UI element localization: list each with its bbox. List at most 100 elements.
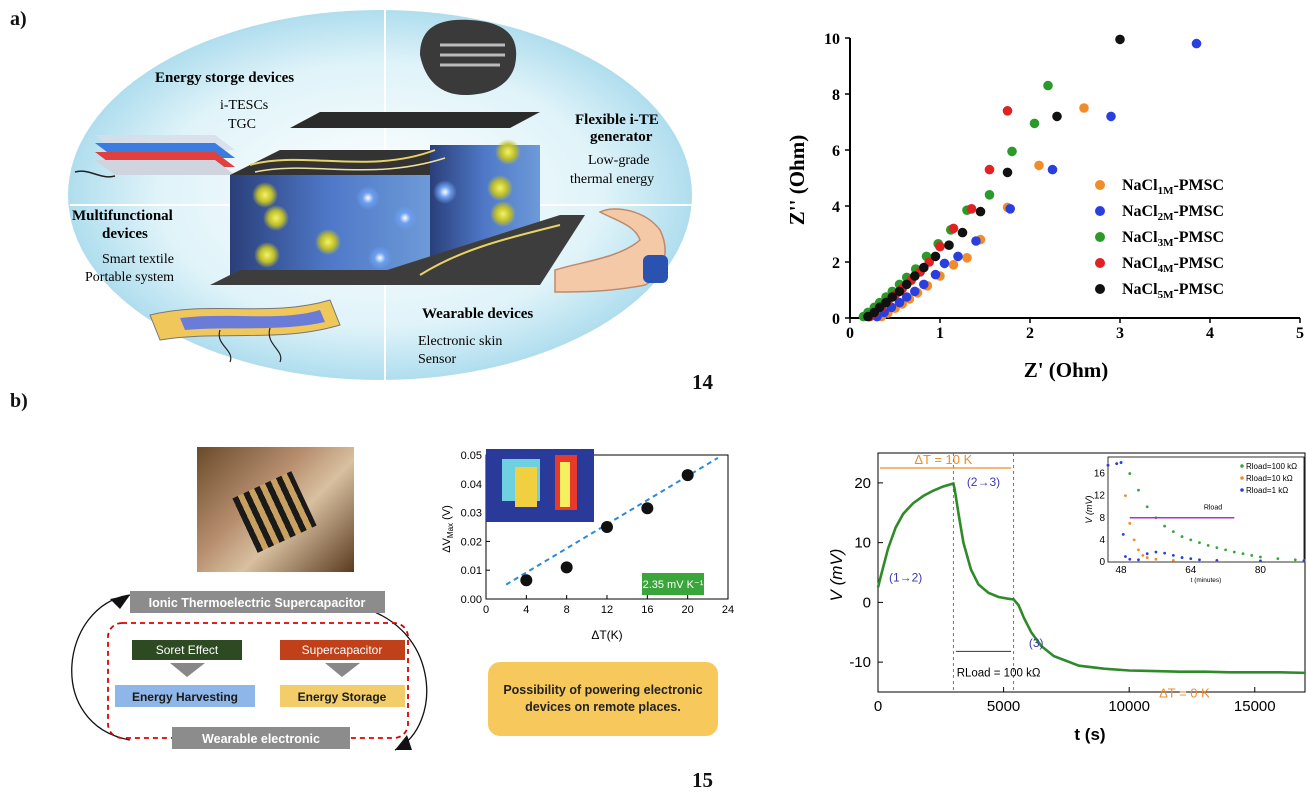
inset-point [1215, 546, 1219, 550]
vt-y-tick-label: 0 [863, 594, 871, 611]
dvt-x-tick-label: 4 [523, 604, 529, 616]
vt-y-tick-label: 10 [854, 535, 871, 552]
inset-frame [1107, 456, 1305, 563]
inset-point [1115, 462, 1119, 466]
nyquist-point [919, 279, 929, 290]
cycle-arrow-left [71, 594, 131, 741]
inset-y-tick-label: 4 [1099, 535, 1105, 546]
nyquist-point [1106, 111, 1116, 122]
nyquist-point [984, 190, 995, 200]
nyquist-y-tick-label: 2 [832, 255, 840, 272]
dvt-y-tick-label: 0.04 [461, 479, 482, 491]
inset-legend-marker [1240, 464, 1244, 468]
inset-point [1206, 544, 1210, 547]
nyquist-xlabel: Z' (Ohm) [1024, 358, 1109, 382]
nyquist-legend-marker [1095, 232, 1105, 242]
inset-point [1128, 521, 1132, 525]
inset-point [1171, 553, 1175, 557]
nyquist-x-tick-label: 4 [1206, 325, 1214, 342]
slope-badge [642, 573, 704, 595]
nyquist-point [919, 262, 929, 273]
nyquist-point [894, 286, 905, 297]
inset-x-tick-label: 48 [1116, 565, 1128, 576]
nyquist-point [894, 297, 905, 308]
nyquist-legend-marker [1095, 284, 1105, 294]
nyquist-point [935, 241, 945, 252]
nyquist-legend: NaCl1M-PMSC NaCl2M-PMSC NaCl3M-PMSC NaCl4M-… [1095, 177, 1224, 301]
dvt-xlabel: ΔT(K) [591, 628, 622, 642]
inset-point [1189, 538, 1193, 542]
nyquist-point [1007, 146, 1017, 157]
dvt-x-tick-label: 20 [682, 604, 694, 616]
inset-point [1259, 559, 1262, 563]
dvt-y-tick-label: 0.03 [461, 508, 482, 520]
inset-point [1215, 558, 1219, 562]
multifunctional-title1: Multifunctional [72, 208, 173, 224]
multifunctional-sub1: Smart textile [102, 252, 174, 267]
inset-legend-label: Rload=100 kΩ [1246, 462, 1297, 471]
nyquist-point [939, 258, 950, 269]
flexible-title1: Flexible i-TE [575, 112, 659, 128]
nyquist-point [881, 297, 891, 308]
inset-point [1132, 538, 1136, 542]
inset-point [1198, 541, 1201, 545]
inset-legend-marker [1240, 488, 1244, 492]
wearable-sub2: Sensor [418, 352, 456, 367]
dvt-x-tick-label: 24 [722, 604, 734, 616]
nyquist-point [953, 251, 963, 262]
nyquist-legend-label: NaCl5M-PMSC [1122, 281, 1224, 301]
inset-point [1119, 461, 1123, 464]
nyquist-point [930, 251, 941, 262]
dvt-x-tick-label: 16 [641, 604, 653, 616]
inset-point [1106, 463, 1110, 467]
inset-point [1302, 559, 1306, 563]
inset-y-tick-label: 12 [1094, 491, 1106, 502]
nyquist-legend-marker [1095, 180, 1105, 190]
energy-storage-sub1: i-TESCs [220, 98, 268, 113]
voltage-vs-temperature-plot: 0 4 8 12 16 20 24 0.00 0.01 0.02 0.03 0.04 0.05 2.35… [441, 449, 734, 642]
nyquist-y-tick-label: 0 [832, 311, 840, 328]
wearable-electronic-label: Wearable electronic [202, 732, 320, 746]
inset-point [1171, 558, 1175, 562]
inset-point [1224, 548, 1227, 552]
supercapacitor-label: Supercapacitor [302, 643, 383, 657]
nyquist-y-tick-label: 10 [824, 31, 840, 48]
flexible-sub2: thermal energy [570, 172, 654, 187]
nyquist-plot: 0 1 2 3 4 5 0 2 4 6 8 10 Z' (Ohm) Z'' (Ohm) NaCl1M-… [785, 31, 1304, 382]
nyquist-ylabel: Z'' (Ohm) [785, 135, 809, 225]
nyquist-point [957, 227, 968, 238]
inset-point [1121, 532, 1125, 536]
inset-xlabel: t (minutes) [1191, 577, 1222, 584]
dvt-x-tick-label: 8 [564, 604, 570, 616]
inset-point [1232, 550, 1236, 554]
voltage-vs-time-plot: 0 5000 10000 15000 -10 0 10 20 ΔT = 10 K (1→2) (2… [827, 452, 1306, 744]
energy-storage-sub2: TGC [228, 117, 256, 132]
nyquist-point [901, 292, 912, 302]
inset-legend-label: Rload=1 kΩ [1246, 486, 1288, 495]
nyquist-legend-label: NaCl3M-PMSC [1122, 229, 1224, 249]
inset-point [1180, 535, 1184, 538]
nyquist-legend-label: NaCl2M-PMSC [1122, 203, 1224, 223]
inset-point [1259, 555, 1262, 559]
inset-point [1128, 472, 1132, 475]
nyquist-x-tick-label: 5 [1296, 325, 1304, 342]
inset-point [1250, 553, 1254, 557]
flexible-title2: generator [590, 129, 653, 145]
dvt-y-tick-label: 0.05 [461, 450, 482, 462]
inset-point [1137, 548, 1140, 552]
nyquist-x-tick-label: 0 [846, 325, 854, 342]
inset-point [1163, 551, 1167, 555]
its-box-label: Ionic Thermoelectric Supercapacitor [149, 596, 366, 610]
nyquist-point [1002, 106, 1013, 116]
nyquist-point [948, 260, 959, 270]
energy-harvesting-label: Energy Harvesting [132, 690, 238, 704]
inset-point [1154, 557, 1158, 561]
nyquist-point [1005, 204, 1015, 214]
callout-box: Possibility of powering electronic devic… [488, 662, 718, 736]
thermal-image-inset [486, 449, 594, 522]
wearable-sub1: Electronic skin [418, 334, 502, 349]
vt-rload-label: RLoad = 100 kΩ [957, 667, 1041, 679]
inset-point [1124, 555, 1127, 558]
inset-legend-marker [1240, 476, 1244, 480]
dvt-ylabel: ΔVMax (V) [441, 505, 455, 553]
